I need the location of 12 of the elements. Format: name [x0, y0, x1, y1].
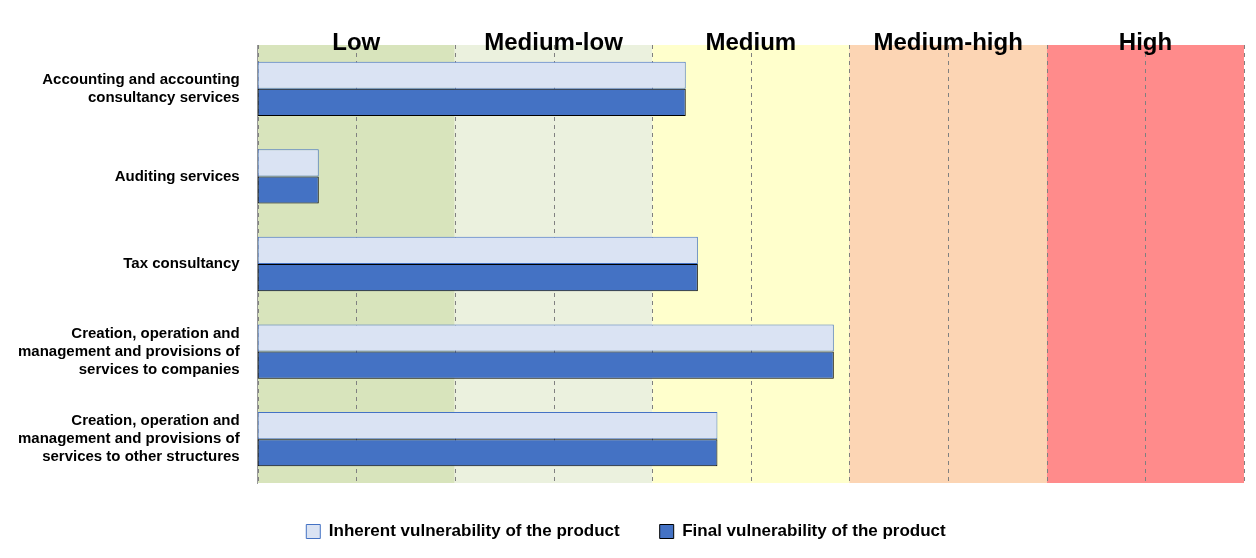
y-tick-label: Creation, operation and management and provisions of services to other structures [17, 411, 241, 465]
band-label: Low [332, 27, 381, 55]
legend-label: Inherent vulnerability of the product [328, 521, 621, 541]
band-label: High [1118, 27, 1173, 55]
y-tick-label: Auditing services [114, 166, 240, 184]
band-label: Medium [705, 27, 797, 55]
band-label: Medium-low [484, 27, 624, 55]
band-label: Medium-high [873, 27, 1023, 55]
legend-label: Final vulnerability of the product [682, 521, 947, 541]
y-tick-label: Creation, operation and management and provisions of services to companies [17, 323, 241, 377]
y-tick-label: Tax consultancy [123, 254, 241, 272]
y-tick-label: Accounting and accounting consultancy services [42, 69, 240, 105]
